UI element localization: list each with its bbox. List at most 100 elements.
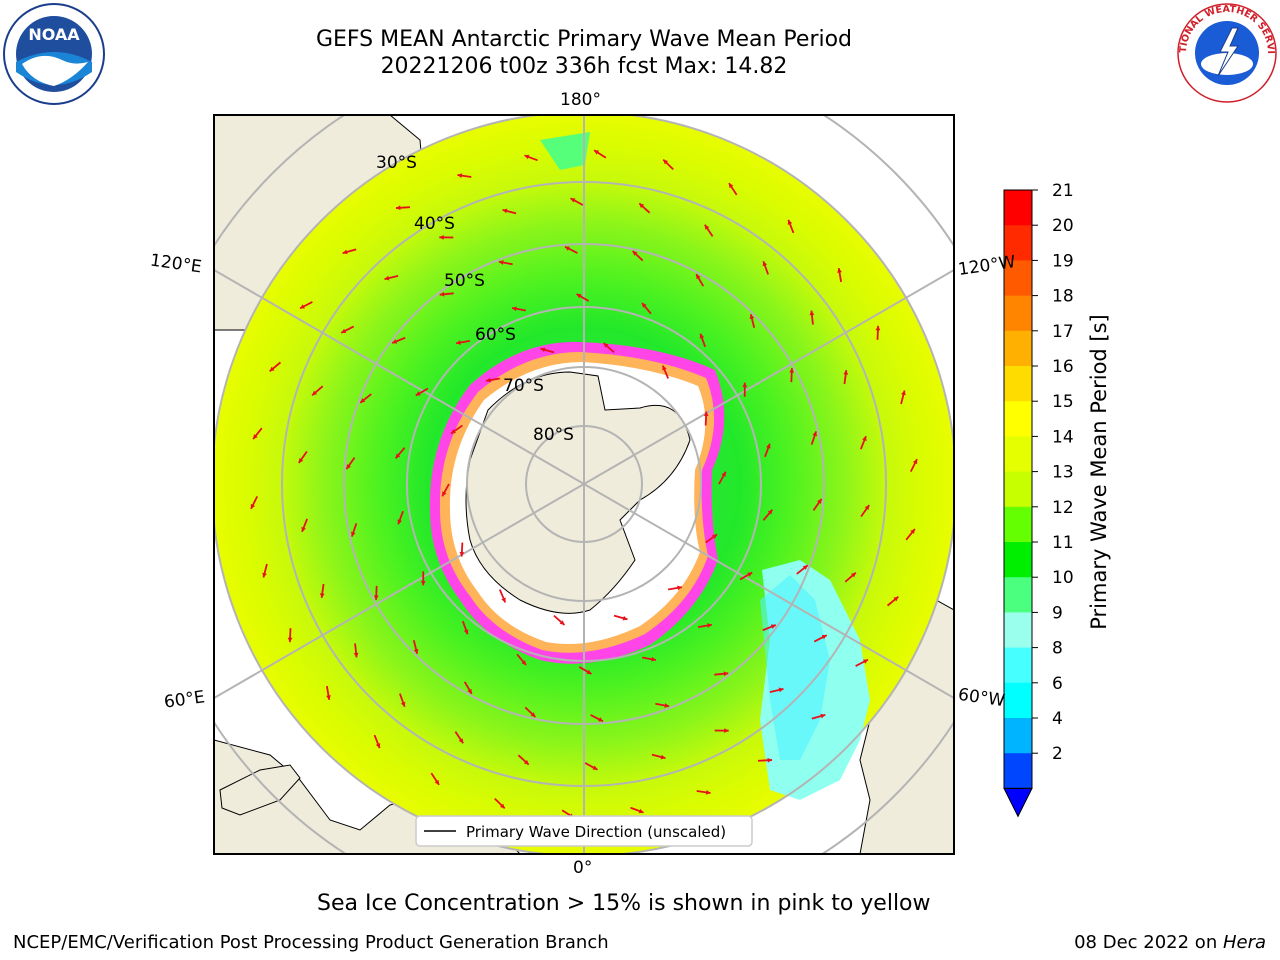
wave-direction-arrowhead [287,637,293,643]
wave-direction-arrowhead [699,333,705,339]
wave-direction-arrowhead [749,314,755,320]
footer-date: 08 Dec 2022 on Hera [1074,932,1266,953]
wave-direction-arrowhead [559,620,565,625]
wave-direction-arrows [250,149,918,819]
wave-direction-arrowhead [395,453,401,459]
wave-direction-arrowhead [901,390,906,396]
wave-direction-arrowhead [651,656,656,662]
wave-direction-arrowhead [262,572,267,578]
wave-direction-arrowhead [893,596,899,602]
colorbar-tick-label: 21 [1052,181,1074,201]
wave-direction-arrowhead [253,434,258,440]
wave-direction-arrowhead [742,382,748,387]
lat-label-50s: 50°S [444,271,485,291]
colorbar-label: Primary Wave Mean Period [s] [1087,314,1111,630]
wave-direction-arrowhead [723,671,729,677]
colorbar-border [1003,189,1033,789]
wave-direction-arrowhead [434,779,440,785]
colorbar-segment [1004,506,1032,543]
wave-direction-arrowhead [250,503,256,509]
wave-direction-arrowhead [696,274,701,280]
colorbar-tick-label: 16 [1052,357,1074,377]
wave-direction-arrowhead [747,572,753,577]
noaa-logo-text: NOAA [28,25,80,44]
wave-direction-arrowhead [762,261,768,267]
wave-direction-arrowhead [767,509,773,515]
colorbar-tick-label: 20 [1052,216,1074,236]
wave-direction-arrowhead [351,531,356,537]
wave-direction-arrowhead [384,275,390,281]
wave-direction-arrowhead [576,294,582,299]
footer-machine: Hera [1222,932,1266,953]
wave-direction-arrowhead [326,695,331,700]
wave-direction-arrowhead [342,249,348,255]
colorbar-segment [1004,436,1032,473]
wave-direction-arrowhead [498,260,504,265]
wave-direction-arrowhead [766,443,771,449]
colorbar-tick-label: 17 [1052,322,1074,342]
wave-direction-arrowhead [724,728,729,734]
wave-direction-arrowhead [269,366,275,372]
wave-direction-arrowhead [501,597,506,603]
wave-direction-arrowhead [439,291,445,297]
colorbar-segment [1004,471,1032,508]
wave-direction-arrowhead [415,391,421,396]
footer-date-text: 08 Dec 2022 on [1074,932,1223,953]
wave-direction-arrowhead [463,629,469,635]
wave-direction-arrowhead [721,471,726,477]
wave-direction-arrowhead [707,623,712,628]
legend-label: Primary Wave Direction (unscaled) [466,823,726,841]
wave-direction-arrowhead [360,398,366,403]
colorbar-segment [1004,295,1032,332]
wave-direction-arrowhead [821,635,827,640]
wave-direction-arrowhead [912,459,918,465]
lat-label-40s: 40°S [414,214,455,234]
wave-direction-arrowhead [312,390,318,396]
wave-direction-arrowhead [499,803,505,809]
wave-direction-arrowhead [512,306,517,312]
wave-direction-arrowhead [728,183,734,189]
wave-direction-arrowhead [664,703,670,708]
wave-direction-arrowhead [767,757,773,763]
wave-direction-arrowhead [397,519,402,525]
colorbar-segment [1004,577,1032,613]
wave-direction-arrowhead [459,552,465,557]
wave-direction-arrowhead [802,565,808,570]
wave-direction-arrowhead [467,688,472,694]
wave-direction-arrowhead [703,411,709,416]
wave-direction-arrowhead [632,250,638,256]
wave-direction-arrowhead [663,159,669,165]
colorbar-tick-label: 15 [1052,392,1074,412]
wave-direction-arrowhead [442,491,447,497]
wave-direction-arrowhead [660,754,666,760]
map-frame [213,114,955,855]
wave-direction-arrowhead [641,302,647,308]
wave-direction-arrowhead [787,219,793,225]
colorbar-tick-label: 19 [1052,251,1074,271]
wave-direction-arrowhead [458,738,464,744]
colorbar-tick-label: 13 [1052,463,1074,483]
wave-direction-arrowhead [778,687,784,693]
antarctica-coastline [465,371,691,614]
wave-direction-arrowhead [301,526,306,532]
wave-direction-arrowhead [570,198,576,203]
colorbar-tick-label: 11 [1052,533,1074,553]
wave-direction-arrowhead [341,328,347,333]
colorbar-tick-label: 6 [1052,674,1063,694]
lat-label-70s: 70°S [503,376,544,396]
wave-direction-arrowhead [586,669,592,674]
wave-direction-arrowhead [346,464,351,470]
colorbar-tick-label: 18 [1052,287,1074,307]
noaa-logo: NOAA [3,3,105,105]
colorbar-segment [1004,718,1032,754]
wave-direction-arrowhead [319,593,325,598]
wave-direction-arrowhead [638,808,644,814]
wave-direction-arrowhead [395,205,401,211]
wave-direction-arrowhead [850,572,856,578]
wave-direction-arrowhead [450,429,456,434]
nws-logo: NATIONAL WEATHER SERVICE [1176,2,1277,103]
lat-label-80s: 80°S [533,425,574,445]
wave-direction-arrowhead [770,624,776,629]
wave-direction-arrowhead [704,224,710,230]
